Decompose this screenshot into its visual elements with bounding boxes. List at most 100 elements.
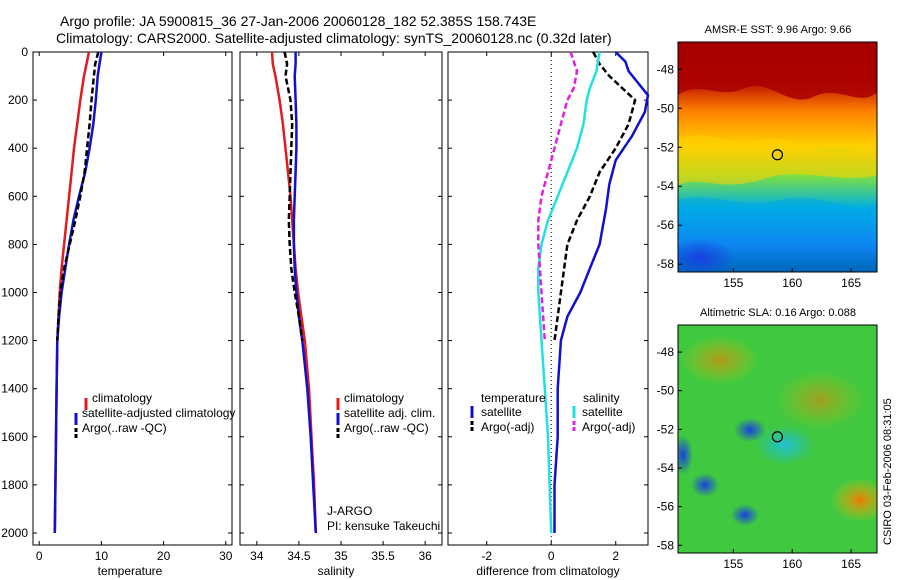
- map-y-tick-label: -54: [657, 461, 675, 475]
- sst-warm-band: [678, 42, 877, 100]
- figure-title: Argo profile: JA 5900815_36 27-Jan-2006 …: [60, 13, 536, 29]
- y-tick-label: 600: [8, 189, 28, 203]
- y-tick-label: 400: [8, 141, 28, 155]
- legend-label-satellite-adj: satellite adj. clim.: [344, 406, 435, 420]
- sst-map-ticks: 155 160 165 -48 -50 -52 -54 -56 -58: [657, 62, 862, 290]
- sla-low-patch: [678, 435, 693, 475]
- series-line-blue: [553, 51, 650, 533]
- argo-location-marker: [771, 431, 784, 443]
- map-y-tick-label: -56: [657, 218, 675, 232]
- sla-heatmap: [678, 325, 877, 553]
- sst-map-title: AMSR-E SST: 9.96 Argo: 9.66: [705, 24, 852, 36]
- legend-label-temp-satellite: satellite: [481, 405, 522, 419]
- salinity-legend: climatology satellite adj. clim. Argo(..…: [336, 391, 435, 440]
- map-x-tick-label: 155: [723, 557, 743, 571]
- sst-heatmap: [678, 42, 877, 272]
- map-y-tick-label: -58: [657, 257, 675, 271]
- map-x-tick-label: 155: [723, 276, 743, 290]
- salinity-x-axis: 34 34.5 35 35.5 36: [250, 52, 432, 563]
- sla-high-patch: [775, 370, 865, 430]
- x-tick-label: 36: [418, 549, 432, 563]
- difference-xlabel: difference from climatology: [476, 564, 619, 578]
- salinity-profile-panel: 34 34.5 35 35.5 36 salinity climatology sate…: [239, 51, 443, 578]
- y-tick-label: 1600: [1, 430, 28, 444]
- legend-label-argo: Argo(..raw -QC): [344, 421, 429, 435]
- map-y-tick-label: -48: [657, 62, 675, 76]
- temperature-xlabel: temperature: [98, 564, 163, 578]
- argo-location-marker: [771, 149, 784, 161]
- x-tick-label: 34.5: [287, 549, 311, 563]
- credit-text: CSIRO 03-Feb-2006 08:31:05: [882, 398, 894, 545]
- map-y-tick-label: -52: [657, 422, 675, 436]
- legend-label-argo: Argo(..raw -QC): [82, 421, 167, 435]
- map-y-tick-label: -50: [657, 101, 675, 115]
- series-line-black: [56, 51, 100, 341]
- series-line-red: [270, 51, 318, 534]
- x-tick-label: 2: [612, 549, 619, 563]
- series-line-blue: [292, 52, 318, 534]
- y-tick-label: 800: [8, 237, 28, 251]
- sst-map-frame: [677, 41, 878, 273]
- temperature-legend: climatology satellite-adjusted climatolo…: [74, 391, 235, 440]
- x-tick-label: 20: [157, 549, 171, 563]
- map-x-tick-label: 160: [782, 276, 802, 290]
- temperature-series: [53, 51, 103, 534]
- map-y-tick-label: -54: [657, 179, 675, 193]
- legend-label-sal-satellite: satellite: [582, 405, 623, 419]
- difference-axes-frame: [447, 51, 649, 546]
- y-tick-label: 1400: [1, 382, 28, 396]
- x-tick-label: 34: [250, 549, 264, 563]
- map-x-tick-label: 160: [782, 557, 802, 571]
- temperature-x-axis: 0 10 20 30: [36, 52, 233, 563]
- salinity-axes-frame: [239, 51, 443, 546]
- x-tick-label: 0: [36, 549, 43, 563]
- x-tick-label: 0: [548, 549, 555, 563]
- program-annotation: J-ARGO: [327, 504, 372, 518]
- temperature-axes-frame: [32, 51, 233, 546]
- y-tick-label: 1800: [1, 478, 28, 492]
- series-line-black: [283, 51, 304, 341]
- sla-high-patch: [830, 478, 877, 522]
- sla-high-patch: [680, 335, 760, 385]
- series-line-magenta: [537, 51, 579, 341]
- temperature-profile-panel: 0 200 400 600 800 1000 1200 1400 1600 1800 2000 0 1…: [1, 45, 235, 578]
- sla-map-ticks: 155 160 165 -48 -50 -52 -54 -56 -58: [657, 345, 862, 571]
- sla-map-frame: [677, 324, 878, 554]
- x-tick-label: 30: [219, 549, 233, 563]
- legend-title-salinity: salinity: [583, 391, 620, 405]
- y-tick-label: 0: [21, 45, 28, 59]
- sst-cold-patch: [678, 238, 735, 272]
- sst-map-panel: AMSR-E SST: 9.96 Argo: 9.66 155 160 165 -48…: [657, 24, 878, 290]
- map-x-tick-label: 165: [841, 557, 861, 571]
- map-y-tick-label: -50: [657, 384, 675, 398]
- difference-depth-ticks: [448, 51, 648, 534]
- map-y-tick-label: -58: [657, 538, 675, 552]
- sla-map-title: Altimetric SLA: 0.16 Argo: 0.088: [700, 307, 856, 319]
- y-tick-label: 1200: [1, 334, 28, 348]
- figure-subtitle: Climatology: CARS2000. Satellite-adjuste…: [56, 30, 612, 46]
- legend-label-climatology: climatology: [92, 391, 152, 405]
- sla-low-patch: [734, 418, 766, 442]
- salinity-depth-ticks: [240, 51, 442, 534]
- sla-map-panel: Altimetric SLA: 0.16 Argo: 0.088 155 160 1…: [657, 307, 878, 571]
- sla-low-patch: [691, 473, 719, 497]
- x-tick-label: 10: [95, 549, 109, 563]
- legend-label-temp-argo: Argo(-adj): [481, 420, 534, 434]
- depth-axis: 0 200 400 600 800 1000 1200 1400 1600 1800 2000: [1, 45, 232, 540]
- salinity-series: [270, 51, 318, 534]
- series-line-cyan: [537, 51, 601, 534]
- map-y-tick-label: -52: [657, 140, 675, 154]
- salinity-xlabel: salinity: [318, 564, 355, 578]
- y-tick-label: 1000: [1, 285, 28, 299]
- legend-label-satellite-adjusted: satellite-adjusted climatology: [82, 406, 235, 420]
- legend-label-climatology: climatology: [344, 391, 404, 405]
- x-tick-label: 35: [334, 549, 348, 563]
- difference-legend: temperature salinity satellite Argo(-adj…: [470, 391, 635, 434]
- series-line-black: [553, 51, 637, 341]
- legend-label-sal-argo: Argo(-adj): [582, 420, 635, 434]
- difference-profile-panel: -2 0 2 difference from climatology tempera…: [447, 51, 650, 578]
- sla-low-patch: [755, 425, 815, 465]
- pi-annotation: PI: kensuke Takeuchi: [327, 519, 440, 533]
- sla-low-patch: [731, 504, 759, 526]
